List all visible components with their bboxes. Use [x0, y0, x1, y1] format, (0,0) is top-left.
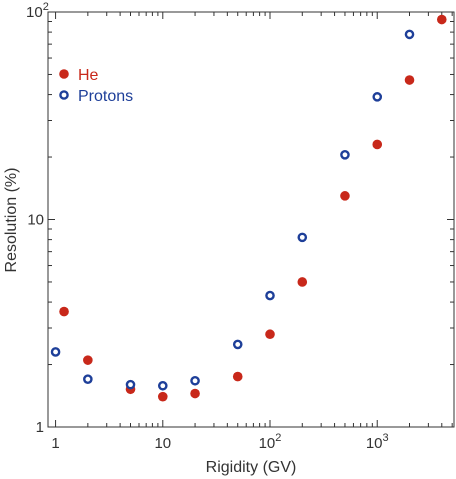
data-point-protons [232, 339, 243, 350]
data-point-protons [265, 290, 275, 301]
x-tick-label: 10 [154, 435, 171, 452]
x-tick-label: 103 [366, 432, 389, 452]
data-point-protons [190, 375, 200, 386]
x-tick-label: 1 [51, 435, 59, 452]
data-point-he [372, 139, 383, 150]
data-point-protons [50, 347, 61, 357]
data-point-protons [404, 29, 415, 40]
y-tick-label: 1 [36, 419, 44, 436]
series-protons [50, 29, 415, 391]
points-layer [50, 14, 447, 402]
data-point-protons [83, 374, 93, 384]
data-point-protons [125, 379, 136, 390]
data-point-protons [157, 380, 168, 391]
x-tick-label: 102 [259, 432, 282, 452]
y-tick-label: 10 [27, 212, 44, 229]
data-point-protons [297, 232, 308, 243]
legend-label-protons: Protons [78, 88, 133, 105]
data-point-he [265, 329, 275, 340]
data-point-protons [372, 92, 383, 102]
legend: He Protons [59, 67, 133, 105]
data-point-he [190, 388, 200, 399]
data-point-he [157, 391, 168, 402]
data-point-he [436, 14, 447, 25]
data-point-he [59, 306, 69, 317]
data-point-he [340, 191, 350, 201]
legend-marker-protons [59, 90, 69, 100]
y-tick-label: 102 [26, 1, 49, 21]
legend-label-he: He [78, 67, 99, 84]
x-axis-label: Rigidity (GV) [206, 459, 297, 476]
legend-marker-he [59, 69, 69, 79]
plot-frame [47, 11, 455, 428]
series-he [59, 14, 447, 402]
ticks-layer: 1 10 102 103 1 10 102 [26, 1, 454, 452]
data-point-he [297, 277, 308, 287]
data-point-protons [340, 150, 350, 160]
data-point-he [404, 75, 415, 85]
data-point-he [232, 371, 243, 382]
data-point-he [83, 355, 93, 365]
y-axis-label: Resolution (%) [3, 168, 20, 273]
